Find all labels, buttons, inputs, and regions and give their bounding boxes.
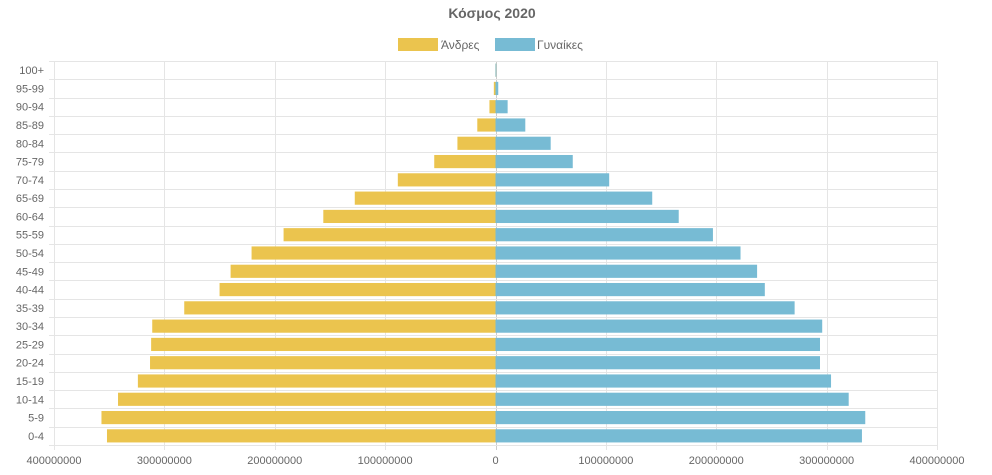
bar-men-60-64[interactable] xyxy=(323,209,496,224)
x-tick-label: 100000000 xyxy=(578,455,633,467)
bar-men-0-4[interactable] xyxy=(106,429,496,443)
x-tick-label: 200000000 xyxy=(247,455,302,467)
y-tick-label: 40-44 xyxy=(16,285,44,297)
bar-men-85-89[interactable] xyxy=(477,118,496,132)
bar-women-30-34[interactable] xyxy=(495,319,823,333)
bar-men-95-99[interactable] xyxy=(493,81,496,96)
y-tick-label: 65-69 xyxy=(16,193,44,205)
bar-women-70-74[interactable] xyxy=(495,173,610,187)
bar-men-55-59[interactable] xyxy=(283,228,496,242)
bar-women-20-24[interactable] xyxy=(495,356,821,370)
x-tick-label: 200000000 xyxy=(689,455,744,467)
bar-men-15-19[interactable] xyxy=(137,374,496,388)
legend-swatch-men[interactable] xyxy=(398,38,438,51)
bar-women-75-79[interactable] xyxy=(495,154,573,169)
bar-men-80-84[interactable] xyxy=(457,136,496,150)
legend: Άνδρες Γυναίκες xyxy=(398,38,583,52)
bar-men-50-54[interactable] xyxy=(251,246,496,260)
y-tick-label: 85-89 xyxy=(16,120,44,132)
x-axis-labels: 400000000 300000000 200000000 100000000 0 100… xyxy=(26,455,964,467)
x-tick-label: 100000000 xyxy=(358,455,413,467)
y-tick-label: 75-79 xyxy=(16,157,44,169)
legend-label-men[interactable]: Άνδρες xyxy=(441,38,480,52)
bar-women-55-59[interactable] xyxy=(495,228,713,242)
bars-group xyxy=(101,63,866,443)
bar-women-60-64[interactable] xyxy=(495,209,679,224)
bar-women-15-19[interactable] xyxy=(495,374,832,388)
y-tick-label: 70-74 xyxy=(16,175,44,187)
bar-women-5-9[interactable] xyxy=(495,410,866,425)
bar-women-40-44[interactable] xyxy=(495,282,765,297)
bar-men-90-94[interactable] xyxy=(489,100,496,114)
y-tick-label: 95-99 xyxy=(16,83,44,95)
bar-women-65-69[interactable] xyxy=(495,191,653,205)
y-tick-label: 15-19 xyxy=(16,376,44,388)
bar-men-30-34[interactable] xyxy=(152,319,496,333)
bar-women-85-89[interactable] xyxy=(495,118,526,132)
bar-women-95-99[interactable] xyxy=(495,81,499,96)
y-tick-label: 45-49 xyxy=(16,266,44,278)
bar-women-0-4[interactable] xyxy=(495,429,862,443)
x-tick-label: 300000000 xyxy=(799,455,854,467)
y-tick-label: 100+ xyxy=(19,65,44,77)
bar-men-65-69[interactable] xyxy=(354,191,496,205)
grid-lines xyxy=(49,61,938,450)
y-tick-label: 5-9 xyxy=(28,413,44,425)
bar-men-10-14[interactable] xyxy=(118,392,496,406)
bar-women-45-49[interactable] xyxy=(495,264,758,278)
x-tick-label: 400000000 xyxy=(26,455,81,467)
bar-men-20-24[interactable] xyxy=(150,356,496,370)
y-tick-label: 90-94 xyxy=(16,102,44,114)
y-tick-label: 25-29 xyxy=(16,339,44,351)
bar-men-75-79[interactable] xyxy=(434,154,496,169)
bar-women-90-94[interactable] xyxy=(495,100,508,114)
bar-women-50-54[interactable] xyxy=(495,246,741,260)
bar-men-70-74[interactable] xyxy=(397,173,496,187)
legend-label-women[interactable]: Γυναίκες xyxy=(537,38,583,52)
bar-women-25-29[interactable] xyxy=(495,337,821,352)
y-tick-label: 60-64 xyxy=(16,211,44,223)
bar-men-25-29[interactable] xyxy=(151,337,496,352)
bar-women-35-39[interactable] xyxy=(495,301,795,315)
bar-women-80-84[interactable] xyxy=(495,136,551,150)
bar-women-10-14[interactable] xyxy=(495,392,849,406)
bar-men-5-9[interactable] xyxy=(101,410,496,425)
y-tick-label: 55-59 xyxy=(16,230,44,242)
chart-title: Κόσμος 2020 xyxy=(448,5,536,21)
y-tick-label: 30-34 xyxy=(16,321,44,333)
bar-men-45-49[interactable] xyxy=(230,264,496,278)
bar-men-35-39[interactable] xyxy=(184,301,496,315)
y-tick-label: 20-24 xyxy=(16,358,44,370)
y-tick-label: 10-14 xyxy=(16,394,44,406)
y-tick-label: 50-54 xyxy=(16,248,44,260)
bar-men-40-44[interactable] xyxy=(219,282,496,297)
bar-women-100+[interactable] xyxy=(495,63,497,77)
x-tick-label: 0 xyxy=(492,455,498,467)
x-tick-label: 400000000 xyxy=(909,455,964,467)
y-tick-label: 80-84 xyxy=(16,138,44,150)
y-tick-label: 0-4 xyxy=(28,431,44,443)
x-tick-label: 300000000 xyxy=(137,455,192,467)
y-axis-labels: 100+ 95-99 90-94 85-89 80-84 75-79 70-74 65-69 6… xyxy=(16,65,44,443)
legend-swatch-women[interactable] xyxy=(495,38,535,51)
y-tick-label: 35-39 xyxy=(16,303,44,315)
